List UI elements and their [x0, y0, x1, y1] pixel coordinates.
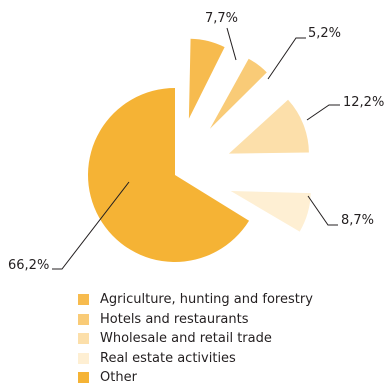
legend-swatch	[78, 313, 89, 325]
data-label: 7,7%	[205, 11, 238, 26]
legend-swatch	[78, 333, 89, 345]
legend-item-hotels: Hotels and restaurants	[78, 310, 313, 330]
legend-label: Wholesale and retail trade	[100, 331, 272, 347]
leader-line	[226, 27, 237, 61]
legend-label: Other	[100, 370, 137, 386]
data-label: 8,7%	[341, 213, 374, 228]
leader-line	[52, 181, 130, 270]
legend-swatch	[78, 294, 89, 306]
pie-labels: 7,7% 5,2% 12,2% 8,7% 66,2%	[8, 11, 384, 273]
legend-label: Hotels and restaurants	[100, 311, 249, 327]
legend: Agriculture, hunting and forestry Hotels…	[78, 290, 313, 388]
leader-line	[267, 37, 306, 80]
data-label: 5,2%	[308, 26, 341, 41]
data-label: 66,2%	[8, 258, 49, 273]
legend-label: Real estate activities	[100, 350, 236, 366]
slice-hotels	[209, 58, 267, 129]
slice-agriculture	[188, 38, 225, 119]
legend-swatch	[78, 352, 89, 364]
data-label: 12,2%	[343, 95, 384, 110]
leader-line	[307, 195, 338, 226]
slice-real-estate	[230, 191, 311, 232]
legend-swatch	[78, 372, 89, 384]
pie-slices	[87, 38, 311, 262]
legend-item-wholesale: Wholesale and retail trade	[78, 329, 313, 349]
legend-label: Agriculture, hunting and forestry	[100, 292, 313, 308]
legend-item-other: Other	[78, 368, 313, 388]
slice-wholesale	[228, 99, 309, 154]
legend-item-agriculture: Agriculture, hunting and forestry	[78, 290, 313, 310]
leader-line	[306, 104, 340, 121]
slice-other	[87, 88, 250, 262]
legend-item-real-estate: Real estate activities	[78, 349, 313, 369]
